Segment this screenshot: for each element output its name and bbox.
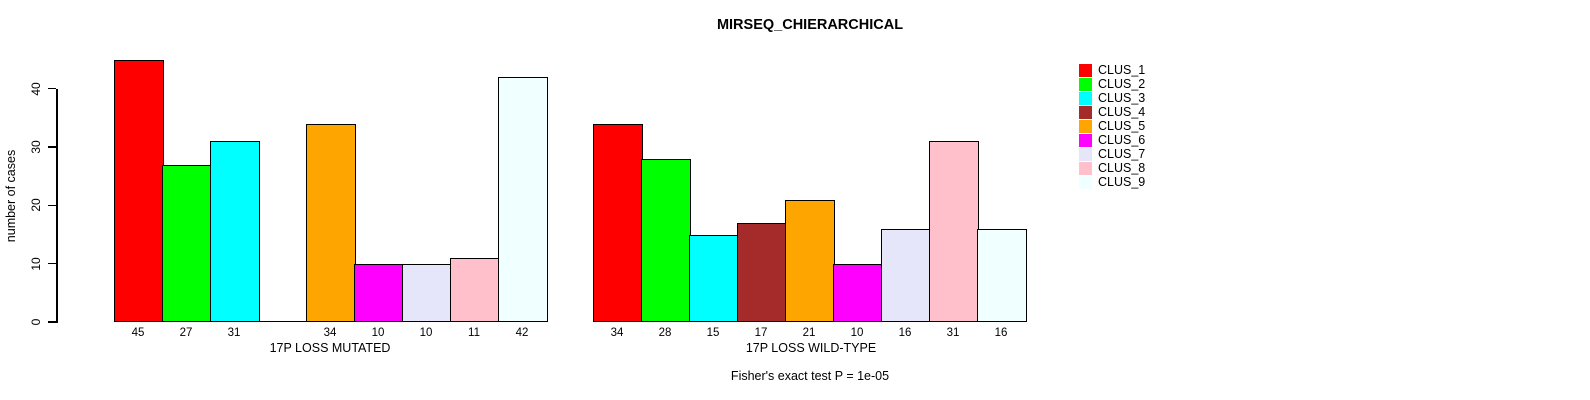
legend-swatch-clus_8: [1079, 162, 1092, 175]
legend-label: CLUS_9: [1098, 175, 1146, 189]
bar-clus_3: [689, 235, 739, 322]
legend-swatch-clus_6: [1079, 134, 1092, 147]
y-axis-title: number of cases: [4, 149, 18, 243]
legend-swatch-clus_2: [1079, 78, 1092, 91]
bar-clus_7: [402, 264, 452, 322]
legend-item-clus_1: CLUS_1: [1079, 64, 1145, 77]
bar-value-label: 10: [419, 327, 433, 339]
legend-label: CLUS_8: [1098, 161, 1146, 175]
y-tick-label: 30: [29, 140, 43, 154]
y-tick-mark: [48, 87, 56, 90]
bar-clus_6: [354, 264, 404, 322]
legend-item-clus_5: CLUS_5: [1079, 120, 1145, 133]
bar-value-label: 28: [658, 327, 672, 339]
bar-clus_2: [641, 159, 691, 322]
bar-value-label: 21: [802, 327, 816, 339]
legend-item-clus_9: CLUS_9: [1079, 176, 1145, 189]
bar-clus_2: [162, 165, 212, 322]
legend-item-clus_7: CLUS_7: [1079, 148, 1145, 161]
bar-value-label: 16: [994, 327, 1008, 339]
bar-value-label: 34: [610, 327, 624, 339]
y-tick-label: 40: [29, 82, 43, 96]
legend-label: CLUS_7: [1098, 147, 1146, 161]
chart-title: MIRSEQ_CHIERARCHICAL: [716, 17, 904, 33]
bar-clus_6: [833, 264, 883, 322]
fisher-test-annotation: Fisher's exact test P = 1e-05: [730, 369, 890, 383]
legend-swatch-clus_5: [1079, 120, 1092, 133]
legend-swatch-clus_3: [1079, 92, 1092, 105]
legend-label: CLUS_2: [1098, 77, 1146, 91]
bar-value-label: 42: [515, 327, 529, 339]
y-axis-line: [56, 88, 58, 323]
y-tick-label: 10: [29, 256, 43, 271]
bar-value-label: 10: [371, 327, 385, 339]
y-tick-label: 0: [29, 318, 43, 326]
bar-clus_3: [210, 141, 260, 322]
bar-clus_7: [881, 229, 931, 322]
legend-label: CLUS_3: [1098, 91, 1146, 105]
bar-clus_9: [498, 77, 548, 322]
bar-value-label: 34: [323, 327, 337, 339]
legend-label: CLUS_1: [1098, 63, 1146, 77]
y-tick-label: 20: [29, 198, 43, 213]
bar-value-label: 45: [131, 327, 145, 339]
bar-value-label: 16: [898, 327, 912, 339]
legend-label: CLUS_4: [1098, 105, 1146, 119]
bar-clus_5: [306, 124, 356, 322]
bar-value-label: 11: [468, 327, 480, 339]
legend-label: CLUS_6: [1098, 133, 1146, 147]
bar-clus_8: [450, 258, 500, 322]
legend-swatch-clus_1: [1079, 64, 1092, 77]
legend-item-clus_3: CLUS_3: [1079, 92, 1145, 105]
bar-value-label: 17: [754, 327, 768, 339]
legend-item-clus_6: CLUS_6: [1079, 134, 1145, 147]
group-label-17p-loss-mutated: 17P LOSS MUTATED: [269, 341, 391, 355]
legend-swatch-clus_7: [1079, 148, 1092, 161]
legend-swatch-clus_4: [1079, 106, 1092, 119]
bar-clus_4: [737, 223, 787, 322]
legend-item-clus_4: CLUS_4: [1079, 106, 1145, 119]
legend-swatch-clus_9: [1079, 176, 1092, 189]
bar-value-label: 31: [227, 327, 241, 339]
legend: CLUS_1 CLUS_2 CLUS_3 CLUS_4 CLUS_5 CLUS_6 CLUS…: [1079, 64, 1145, 190]
y-tick-mark: [48, 262, 56, 265]
y-tick-mark: [48, 204, 56, 207]
bar-clus_4-zero: [258, 320, 308, 322]
bar-clus_9: [977, 229, 1027, 322]
legend-item-clus_2: CLUS_2: [1079, 78, 1145, 91]
y-tick-mark: [48, 321, 56, 323]
legend-label: CLUS_5: [1098, 119, 1146, 133]
y-tick-mark: [48, 146, 56, 148]
bar-value-label: 31: [946, 327, 960, 339]
legend-item-clus_8: CLUS_8: [1079, 162, 1145, 175]
bar-clus_1: [593, 124, 643, 322]
bar-value-label: 27: [179, 327, 193, 339]
bar-clus_1: [114, 60, 164, 322]
group-label-17p-loss-wild-type: 17P LOSS WILD-TYPE: [745, 341, 877, 355]
bar-clus_5: [785, 200, 835, 322]
bar-value-label: 15: [706, 327, 720, 339]
bar-value-label: 10: [850, 327, 864, 339]
bar-clus_8: [929, 141, 979, 322]
